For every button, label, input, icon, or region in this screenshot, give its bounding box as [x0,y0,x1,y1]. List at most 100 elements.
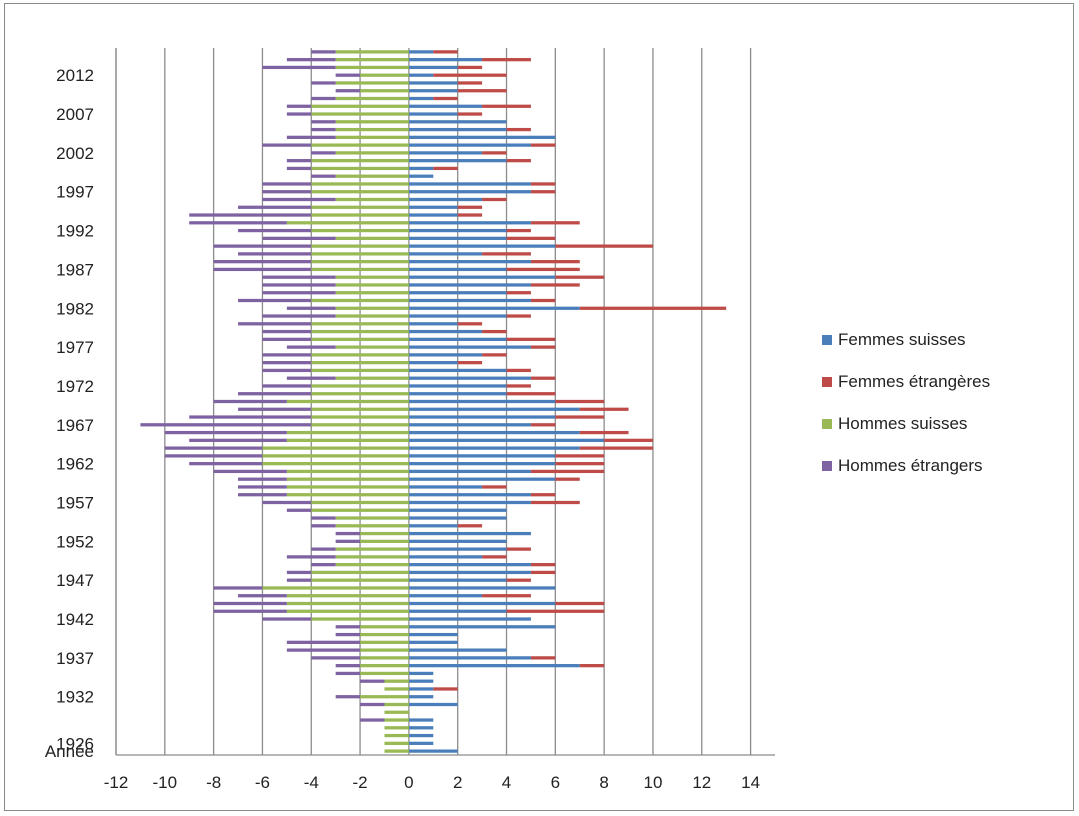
bar-femmes-suisses-1999 [408,174,434,178]
y-tick-label: 1942 [56,610,94,629]
bar-hommes-suisses-2005 [335,127,409,132]
bar-femmes-trang-res-2013 [457,65,483,70]
bar-femmes-suisses-1926 [408,741,434,745]
legend-item: Hommes étrangers [822,456,990,476]
y-tick-label: 1977 [56,338,94,357]
bar-hommes-trangers-1942 [262,617,312,621]
bar-hommes-trangers-1990 [213,244,312,248]
bar-femmes-suisses-1969 [408,407,580,411]
bar-femmes-trang-res-1974 [506,368,531,373]
bar-femmes-trang-res-1937 [530,656,556,660]
bar-hommes-suisses-2013 [335,65,409,70]
bar-hommes-suisses-1997 [311,190,409,194]
legend-label: Femmes suisses [838,330,966,349]
bar-hommes-trangers-1980 [238,322,312,326]
bar-femmes-suisses-1938 [408,648,507,652]
bar-femmes-trang-res-2005 [506,127,531,132]
bar-femmes-suisses-1949 [408,563,531,567]
bar-femmes-trang-res-2014 [482,58,531,62]
bar-femmes-suisses-2006 [408,120,507,124]
bar-hommes-suisses-1991 [335,236,409,240]
axes-layer [115,48,775,756]
bar-femmes-trang-res-1964 [579,446,653,450]
bar-hommes-suisses-1950 [335,555,409,559]
bar-hommes-trangers-1962 [189,462,263,466]
bar-femmes-trang-res-1951 [506,547,531,551]
y-tick-label: 1982 [56,299,94,318]
legend-item: Hommes suisses [822,414,990,434]
bar-femmes-suisses-1991 [408,236,507,240]
bar-hommes-suisses-2001 [311,159,409,163]
bar-femmes-suisses-1994 [408,213,458,217]
bar-hommes-suisses-1977 [335,345,409,349]
bar-hommes-suisses-1964 [262,446,409,450]
bar-hommes-suisses-1980 [311,322,409,326]
bar-hommes-suisses-1960 [286,477,409,481]
bar-hommes-suisses-1971 [311,392,409,396]
bar-femmes-trang-res-1949 [530,563,556,567]
bar-femmes-suisses-1988 [408,260,531,264]
bar-hommes-suisses-2003 [311,143,409,147]
bar-hommes-suisses-Année [384,749,409,753]
bar-femmes-suisses-1971 [408,392,507,396]
bar-hommes-trangers-1987 [213,267,312,272]
bar-femmes-trang-res-1947 [506,578,531,582]
bar-femmes-trang-res-2003 [530,143,556,147]
bar-hommes-trangers-2013 [262,65,336,70]
bar-femmes-trang-res-2002 [482,151,507,155]
bar-femmes-suisses-2009 [408,96,434,101]
bar-hommes-suisses-1983 [311,298,409,303]
bar-hommes-suisses-2014 [335,58,409,62]
bar-hommes-trangers-1956 [286,508,312,512]
bar-femmes-trang-res-2000 [433,166,458,171]
bar-femmes-suisses-1937 [408,656,531,660]
x-tick-label: 12 [692,773,711,792]
bar-hommes-suisses-1999 [335,174,409,178]
bar-hommes-trangers-2001 [286,159,312,163]
bar-femmes-trang-res-1971 [506,392,556,396]
bar-hommes-trangers-1993 [189,221,287,225]
bar-femmes-suisses-2008 [408,104,483,108]
bar-femmes-suisses-1956 [408,508,507,512]
bar-hommes-trangers-2007 [286,112,312,116]
y-tick-label: 1972 [56,377,94,396]
y-tick-label: 1987 [56,260,94,279]
bar-hommes-trangers-2014 [286,58,336,62]
bar-hommes-trangers-1974 [262,368,312,373]
bar-hommes-suisses-1943 [286,609,409,613]
bar-hommes-suisses-2010 [360,89,409,93]
bar-hommes-suisses-1974 [311,368,409,373]
bar-hommes-trangers-1952 [335,539,361,543]
bar-hommes-trangers-1981 [262,314,336,318]
bar-femmes-suisses-1945 [408,594,483,598]
bar-femmes-trang-res-1989 [482,252,531,256]
bar-femmes-suisses-2003 [408,143,531,147]
bar-femmes-suisses-1990 [408,244,556,248]
legend-label: Femmes étrangères [838,372,991,391]
bar-femmes-suisses-1959 [408,485,483,489]
bar-hommes-suisses-2004 [335,135,409,139]
bar-femmes-suisses-1927 [408,733,434,738]
legend-item: Femmes étrangères [822,372,990,392]
bar-femmes-trang-res-2001 [506,159,531,163]
bar-hommes-suisses-1989 [311,252,409,256]
bar-hommes-suisses-1941 [360,625,409,629]
bar-femmes-trang-res-1944 [555,601,605,606]
bar-femmes-suisses-Année [408,749,458,753]
bar-hommes-trangers-1986 [262,275,336,279]
bar-hommes-trangers-1984 [262,291,336,295]
bar-femmes-suisses-1953 [408,531,531,536]
bar-hommes-suisses-1938 [360,648,409,652]
bar-femmes-suisses-2012 [408,73,434,77]
bar-hommes-suisses-1975 [311,361,409,365]
bar-femmes-trang-res-1954 [457,524,483,528]
bar-hommes-trangers-1954 [311,524,336,528]
bar-femmes-suisses-2014 [408,58,483,62]
bar-femmes-suisses-1986 [408,275,556,279]
bar-femmes-suisses-1951 [408,547,507,551]
bar-hommes-trangers-1998 [262,182,312,186]
bar-femmes-suisses-1967 [408,423,531,427]
bar-femmes-suisses-1942 [408,617,531,621]
bar-hommes-suisses-1954 [335,524,409,528]
